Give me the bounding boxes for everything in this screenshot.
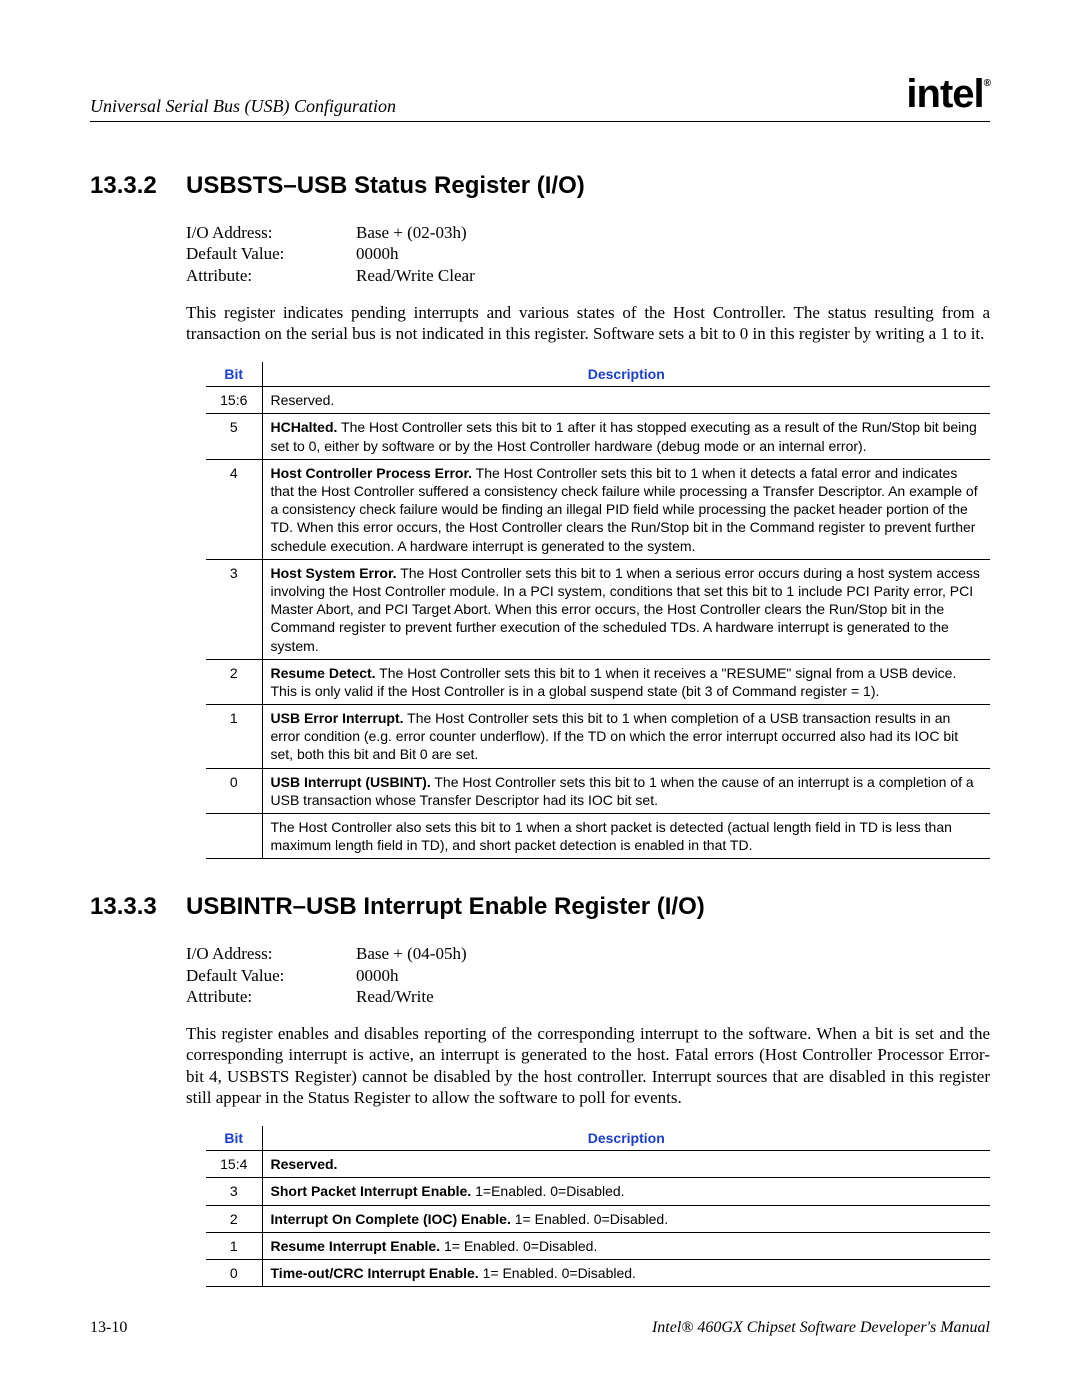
attr-label: Default Value: <box>186 965 356 986</box>
attr-row: Default Value: 0000h <box>186 243 990 264</box>
logo-text: intel <box>906 72 983 116</box>
desc-cell: HCHalted. The Host Controller sets this … <box>262 414 990 459</box>
attr-label: Attribute: <box>186 265 356 286</box>
bit-cell: 3 <box>206 559 262 659</box>
table-row: 2 Resume Detect. The Host Controller set… <box>206 659 990 704</box>
attr-label: Default Value: <box>186 243 356 264</box>
section1-body: I/O Address: Base + (02-03h) Default Val… <box>186 222 990 344</box>
bit-cell: 2 <box>206 659 262 704</box>
bit-cell: 15:6 <box>206 387 262 414</box>
section-heading-usbintr: 13.3.3 USBINTR–USB Interrupt Enable Regi… <box>90 893 990 921</box>
table-row: The Host Controller also sets this bit t… <box>206 814 990 859</box>
bit-cell: 4 <box>206 459 262 559</box>
attr-value: 0000h <box>356 965 399 986</box>
table-row: 3 Short Packet Interrupt Enable. 1=Enabl… <box>206 1178 990 1205</box>
chapter-title: Universal Serial Bus (USB) Configuration <box>90 96 396 117</box>
attr-value: 0000h <box>356 243 399 264</box>
col-desc-header: Description <box>262 1126 990 1151</box>
section-number: 13.3.3 <box>90 893 186 921</box>
table-row: 4 Host Controller Process Error. The Hos… <box>206 459 990 559</box>
col-bit-header: Bit <box>206 362 262 387</box>
bit-cell: 2 <box>206 1205 262 1232</box>
desc-cell: The Host Controller also sets this bit t… <box>262 814 990 859</box>
attr-value: Read/Write <box>356 986 434 1007</box>
table-row: 15:4 Reserved. <box>206 1151 990 1178</box>
section-title: USBSTS–USB Status Register (I/O) <box>186 172 585 200</box>
attr-label: I/O Address: <box>186 943 356 964</box>
attr-label: I/O Address: <box>186 222 356 243</box>
page-header: Universal Serial Bus (USB) Configuration… <box>90 72 990 122</box>
manual-title: Intel® 460GX Chipset Software Developer'… <box>652 1319 990 1337</box>
attr-row: Attribute: Read/Write Clear <box>186 265 990 286</box>
table-row: 5 HCHalted. The Host Controller sets thi… <box>206 414 990 459</box>
bit-cell: 0 <box>206 1259 262 1286</box>
bit-cell <box>206 814 262 859</box>
table-row: 0 Time-out/CRC Interrupt Enable. 1= Enab… <box>206 1259 990 1286</box>
bit-cell: 0 <box>206 768 262 813</box>
attr-row: Attribute: Read/Write <box>186 986 990 1007</box>
table-header-row: Bit Description <box>206 362 990 387</box>
bit-cell: 3 <box>206 1178 262 1205</box>
desc-cell: USB Error Interrupt. The Host Controller… <box>262 705 990 769</box>
table-row: 2 Interrupt On Complete (IOC) Enable. 1=… <box>206 1205 990 1232</box>
table-row: 3 Host System Error. The Host Controller… <box>206 559 990 659</box>
col-desc-header: Description <box>262 362 990 387</box>
desc-cell: Time-out/CRC Interrupt Enable. 1= Enable… <box>262 1259 990 1286</box>
bit-cell: 5 <box>206 414 262 459</box>
attr-row: I/O Address: Base + (04-05h) <box>186 943 990 964</box>
logo-registered: ® <box>984 78 990 89</box>
table-row: 1 Resume Interrupt Enable. 1= Enabled. 0… <box>206 1232 990 1259</box>
section-title: USBINTR–USB Interrupt Enable Register (I… <box>186 893 705 921</box>
desc-cell: Host Controller Process Error. The Host … <box>262 459 990 559</box>
table-row: 0 USB Interrupt (USBINT). The Host Contr… <box>206 768 990 813</box>
section2-body: I/O Address: Base + (04-05h) Default Val… <box>186 943 990 1108</box>
desc-cell: Short Packet Interrupt Enable. 1=Enabled… <box>262 1178 990 1205</box>
col-bit-header: Bit <box>206 1126 262 1151</box>
table-row: 15:6 Reserved. <box>206 387 990 414</box>
intel-logo: intel® <box>906 72 990 117</box>
desc-cell: Resume Detect. The Host Controller sets … <box>262 659 990 704</box>
desc-cell: Interrupt On Complete (IOC) Enable. 1= E… <box>262 1205 990 1232</box>
attr-row: Default Value: 0000h <box>186 965 990 986</box>
attr-label: Attribute: <box>186 986 356 1007</box>
bit-cell: 1 <box>206 1232 262 1259</box>
attr-value: Base + (04-05h) <box>356 943 467 964</box>
page-footer: 13-10 Intel® 460GX Chipset Software Deve… <box>90 1319 990 1337</box>
section2-paragraph: This register enables and disables repor… <box>186 1023 990 1108</box>
section-heading-usbsts: 13.3.2 USBSTS–USB Status Register (I/O) <box>90 172 990 200</box>
desc-cell: Reserved. <box>262 387 990 414</box>
page-number: 13-10 <box>90 1319 127 1337</box>
desc-cell: USB Interrupt (USBINT). The Host Control… <box>262 768 990 813</box>
desc-cell: Host System Error. The Host Controller s… <box>262 559 990 659</box>
section1-paragraph: This register indicates pending interrup… <box>186 302 990 345</box>
attr-value: Base + (02-03h) <box>356 222 467 243</box>
usbsts-register-table: Bit Description 15:6 Reserved. 5 HCHalte… <box>206 362 990 859</box>
desc-cell: Resume Interrupt Enable. 1= Enabled. 0=D… <box>262 1232 990 1259</box>
table-header-row: Bit Description <box>206 1126 990 1151</box>
desc-cell: Reserved. <box>262 1151 990 1178</box>
bit-cell: 15:4 <box>206 1151 262 1178</box>
attr-row: I/O Address: Base + (02-03h) <box>186 222 990 243</box>
section-number: 13.3.2 <box>90 172 186 200</box>
table-row: 1 USB Error Interrupt. The Host Controll… <box>206 705 990 769</box>
usbintr-register-table: Bit Description 15:4 Reserved. 3 Short P… <box>206 1126 990 1287</box>
attr-value: Read/Write Clear <box>356 265 475 286</box>
bit-cell: 1 <box>206 705 262 769</box>
